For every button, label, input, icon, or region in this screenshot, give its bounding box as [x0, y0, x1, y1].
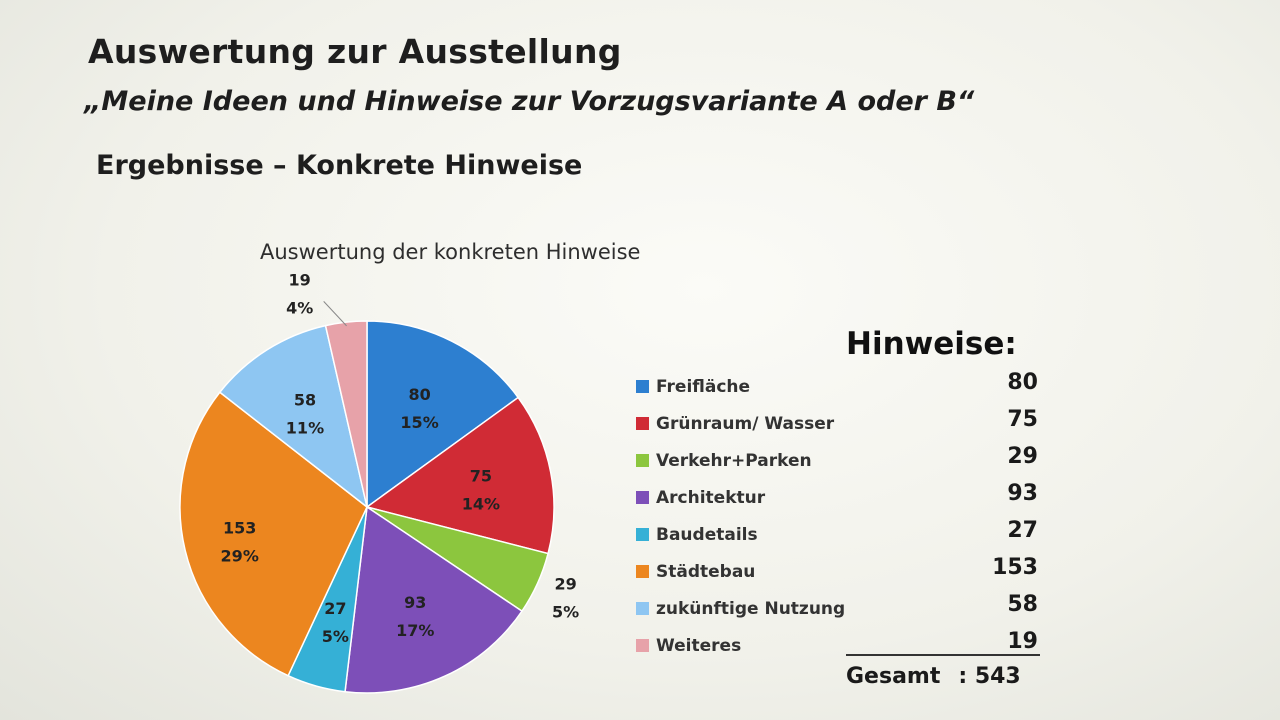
data-label-value-verkehr-parken: 29	[555, 574, 577, 593]
sum-divider	[846, 654, 1040, 656]
legend-item-grünraum-wasser: Grünraum/ Wasser	[636, 405, 845, 442]
pie-slice-zukünftige-nutzung	[218, 324, 369, 509]
legend-swatch	[636, 491, 649, 504]
legend-item-städtebau: Städtebau	[636, 553, 845, 590]
legend-item-baudetails: Baudetails	[636, 516, 845, 553]
legend-swatch	[636, 417, 649, 430]
data-label-value-baudetails: 27	[324, 599, 346, 618]
data-label-value-städtebau: 153	[223, 518, 256, 537]
count-architektur: 93	[1007, 481, 1038, 506]
count-baudetails: 27	[1007, 518, 1038, 543]
total-row: Gesamt : 543	[846, 664, 1021, 689]
data-label-value-zukünftige-nutzung: 58	[294, 391, 316, 410]
legend-swatch	[636, 602, 649, 615]
count-verkehr-parken: 29	[1007, 444, 1038, 469]
data-label-percent-grünraum-wasser: 14%	[462, 494, 500, 513]
pie-slice-freifläche	[366, 320, 520, 509]
leader-line-weiteres	[323, 301, 347, 327]
data-label-percent-weiteres: 4%	[286, 298, 313, 317]
count-städtebau: 153	[992, 555, 1038, 580]
data-label-percent-städtebau: 29%	[221, 546, 259, 565]
data-label-percent-zukünftige-nutzung: 11%	[286, 419, 324, 438]
data-label-value-grünraum-wasser: 75	[470, 466, 492, 485]
legend-label: zukünftige Nutzung	[656, 598, 846, 619]
count-grünraum-wasser: 75	[1007, 407, 1038, 432]
legend-swatch	[636, 639, 649, 652]
legend-swatch	[636, 528, 649, 541]
pie-slice-grünraum-wasser	[365, 396, 555, 555]
legend-label: Weiteres	[656, 635, 742, 656]
data-label-percent-freifläche: 15%	[400, 413, 438, 432]
total-value: : 543	[958, 664, 1021, 689]
legend-label: Städtebau	[656, 561, 756, 582]
legend-item-weiteres: Weiteres	[636, 627, 845, 664]
data-label-value-freifläche: 80	[408, 385, 430, 404]
data-label-percent-baudetails: 5%	[322, 627, 349, 646]
count-freifläche: 80	[1007, 370, 1038, 395]
pie-slice-weiteres	[324, 320, 368, 508]
data-label-percent-verkehr-parken: 5%	[552, 602, 579, 621]
total-label: Gesamt	[846, 664, 941, 689]
data-label-value-architektur: 93	[404, 593, 426, 612]
pie-slice-architektur	[344, 505, 523, 694]
chart-title: Auswertung der konkreten Hinweise	[260, 240, 641, 264]
legend-label: Grünraum/ Wasser	[656, 413, 835, 434]
legend-item-freifläche: Freifläche	[636, 368, 845, 405]
hinweise-heading: Hinweise:	[846, 326, 1017, 362]
legend-item-verkehr-parken: Verkehr+Parken	[636, 442, 845, 479]
pie-slice-städtebau	[179, 391, 368, 677]
count-zukünftige-nutzung: 58	[1007, 592, 1038, 617]
legend-item-architektur: Architektur	[636, 479, 845, 516]
legend-item-zukünftige-nutzung: zukünftige Nutzung	[636, 590, 845, 627]
legend-label: Verkehr+Parken	[656, 450, 812, 471]
legend-label: Architektur	[656, 487, 766, 508]
section-heading: Ergebnisse – Konkrete Hinweise	[96, 150, 583, 181]
data-label-value-weiteres: 19	[289, 270, 311, 289]
data-label-percent-architektur: 17%	[396, 621, 434, 640]
legend-label: Baudetails	[656, 524, 758, 545]
legend-label: Freifläche	[656, 376, 751, 397]
legend-swatch	[636, 380, 649, 393]
legend-swatch	[636, 565, 649, 578]
count-weiteres: 19	[1007, 629, 1038, 654]
hinweise-count-list: 80 75 29 93 27 153 58 19	[960, 368, 1038, 664]
slide-title: Auswertung zur Ausstellung	[88, 32, 622, 71]
legend-swatch	[636, 454, 649, 467]
chart-legend: Freifläche Grünraum/ Wasser Verkehr+Parken…	[636, 368, 845, 664]
slide-subtitle: „Meine Ideen und Hinweise zur Vorzugsvar…	[84, 86, 975, 117]
